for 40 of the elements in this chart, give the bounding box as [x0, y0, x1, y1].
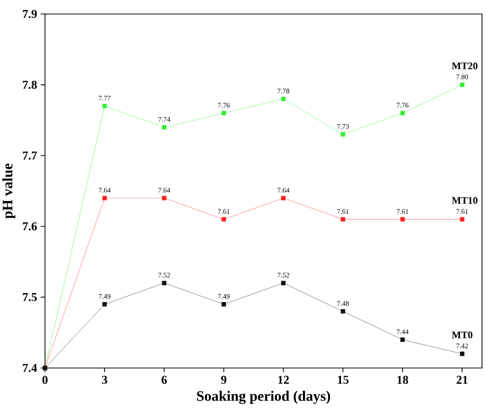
point [281, 196, 286, 200]
point [281, 96, 286, 102]
point [102, 196, 107, 200]
point [400, 337, 405, 342]
x-tick-label: 15 [338, 376, 349, 384]
y-tick-label: 7.7 [22, 152, 37, 160]
point [460, 82, 464, 87]
series-label: MT0 [452, 332, 472, 338]
point [340, 132, 346, 137]
point [400, 217, 405, 222]
point [162, 196, 166, 200]
x-tick-label: 18 [398, 376, 408, 384]
x-tick-label: 6 [162, 376, 167, 384]
y-tick-label: 7.5 [22, 293, 37, 302]
x-tick-label: 0 [42, 376, 48, 384]
point [281, 280, 286, 286]
point [222, 302, 226, 306]
y-tick-label: 7.6 [22, 222, 37, 230]
point [222, 110, 226, 116]
point [340, 217, 346, 222]
series-label: MT20 [452, 62, 478, 70]
point [162, 125, 166, 130]
point [162, 280, 166, 286]
point [102, 302, 107, 306]
x-tick-label: 3 [102, 376, 108, 384]
y-axis-title: pH value [2, 164, 16, 219]
y-tick-label: 7.8 [22, 80, 37, 89]
y-tick-label: 7.9 [22, 10, 37, 18]
x-tick-label: 12 [278, 376, 289, 384]
point [340, 309, 346, 314]
x-tick-label: 9 [221, 376, 226, 384]
y-tick-label: 7.4 [22, 364, 37, 372]
point [460, 217, 464, 222]
point [222, 217, 226, 222]
series-label: MT10 [452, 197, 478, 204]
point [400, 110, 405, 116]
x-tick-label: 21 [456, 376, 468, 384]
x-axis-title: Soaking period (days) [197, 390, 330, 404]
point [460, 352, 464, 356]
point [102, 104, 107, 108]
